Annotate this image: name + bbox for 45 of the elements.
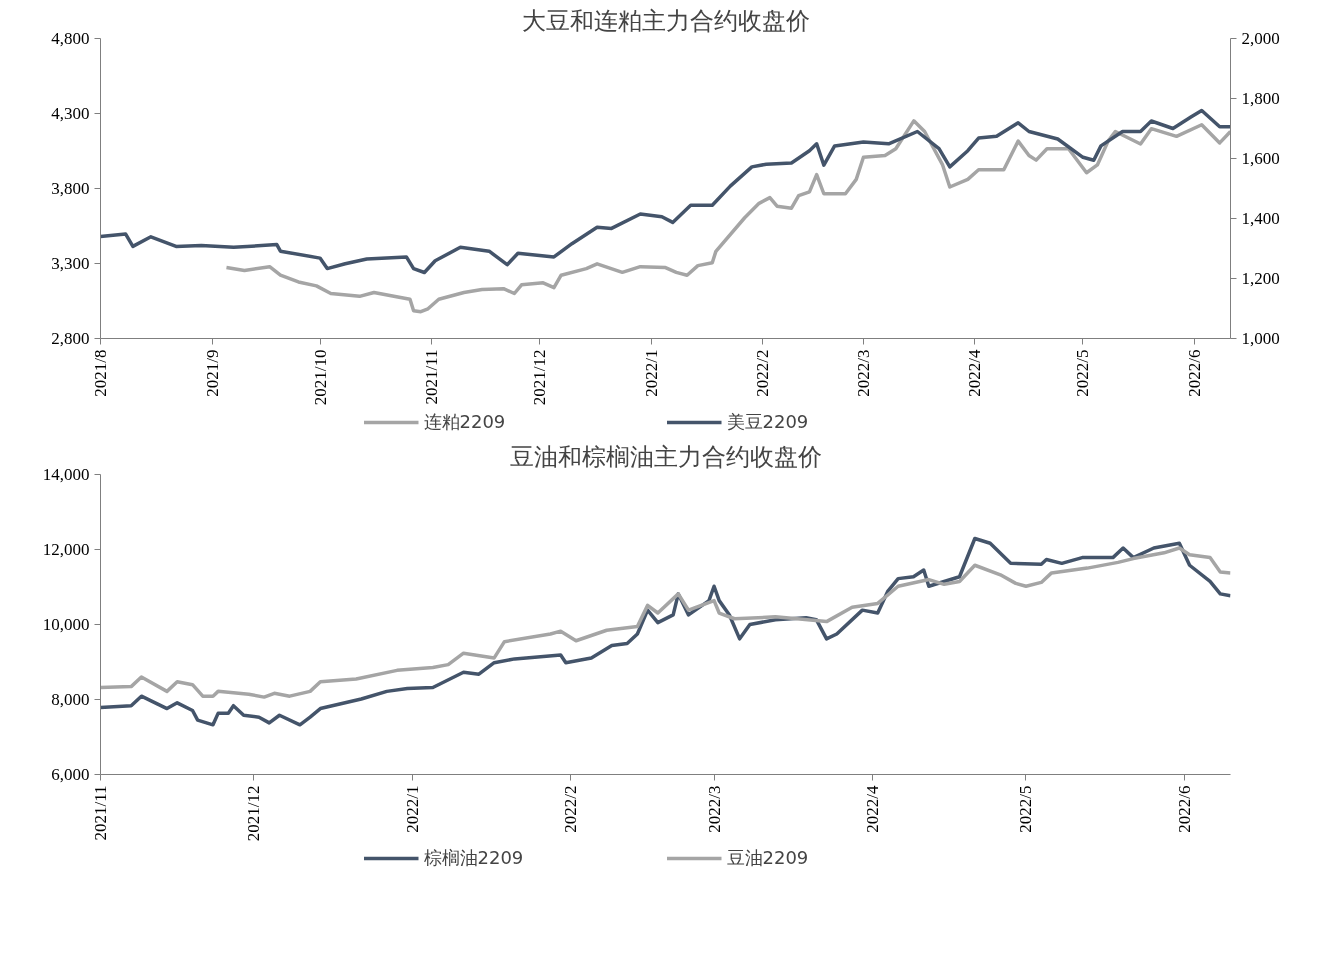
chart-title: 大豆和连粕主力合约收盘价 — [521, 7, 810, 34]
line-series — [100, 108, 1231, 275]
x-tick-label: 2022/3 — [704, 785, 724, 833]
legend-label: 连粕2209 — [423, 410, 507, 434]
y2-tick-label: 2,000 — [1241, 29, 1280, 48]
y-tick-label: 4,300 — [51, 104, 90, 123]
x-tick-label: 2022/2 — [561, 785, 581, 833]
x-tick-label: 2022/6 — [1174, 785, 1194, 833]
x-tick-label: 2021/9 — [202, 349, 222, 397]
x-tick-label: 2022/5 — [1016, 785, 1036, 833]
x-tick-label: 2022/4 — [863, 785, 883, 833]
legend-label: 棕榈油2209 — [423, 846, 525, 870]
line-series — [100, 546, 1231, 699]
x-tick-label: 2021/11 — [91, 785, 110, 841]
x-tick-label: 2022/5 — [1073, 349, 1093, 397]
y2-tick-label: 1,400 — [1241, 209, 1280, 228]
y-tick-label: 3,300 — [51, 254, 90, 273]
y-tick-label: 3,800 — [51, 179, 90, 198]
y2-tick-label: 1,600 — [1241, 149, 1280, 168]
x-tick-label: 2022/3 — [853, 349, 873, 397]
x-tick-label: 2022/6 — [1185, 349, 1205, 397]
x-tick-label: 2021/8 — [91, 349, 110, 397]
x-tick-label: 2022/1 — [402, 785, 422, 833]
x-tick-label: 2022/4 — [965, 349, 985, 397]
x-tick-label: 2021/12 — [244, 785, 264, 842]
x-tick-label: 2022/2 — [753, 349, 773, 397]
y-tick-label: 2,800 — [51, 329, 90, 348]
x-tick-label: 2021/11 — [422, 349, 442, 405]
y2-tick-label: 1,200 — [1241, 269, 1280, 288]
line-series — [100, 536, 1231, 727]
x-tick-label: 2022/1 — [641, 349, 661, 397]
legend-label: 美豆2209 — [726, 410, 810, 434]
y-tick-label: 10,000 — [42, 615, 90, 634]
y2-tick-label: 1,800 — [1241, 89, 1280, 108]
y-tick-label: 4,800 — [51, 29, 90, 48]
y-tick-label: 12,000 — [42, 540, 90, 559]
legend-label: 豆油2209 — [726, 846, 810, 870]
line-series — [224, 119, 1231, 314]
y-tick-label: 8,000 — [51, 690, 90, 709]
x-tick-label: 2021/12 — [530, 349, 550, 406]
y2-tick-label: 1,000 — [1241, 329, 1280, 348]
chart-title: 豆油和棕榈油主力合约收盘价 — [509, 443, 822, 470]
y-tick-label: 6,000 — [51, 765, 90, 784]
x-tick-label: 2021/10 — [310, 349, 330, 406]
y-tick-label: 14,000 — [42, 465, 90, 484]
